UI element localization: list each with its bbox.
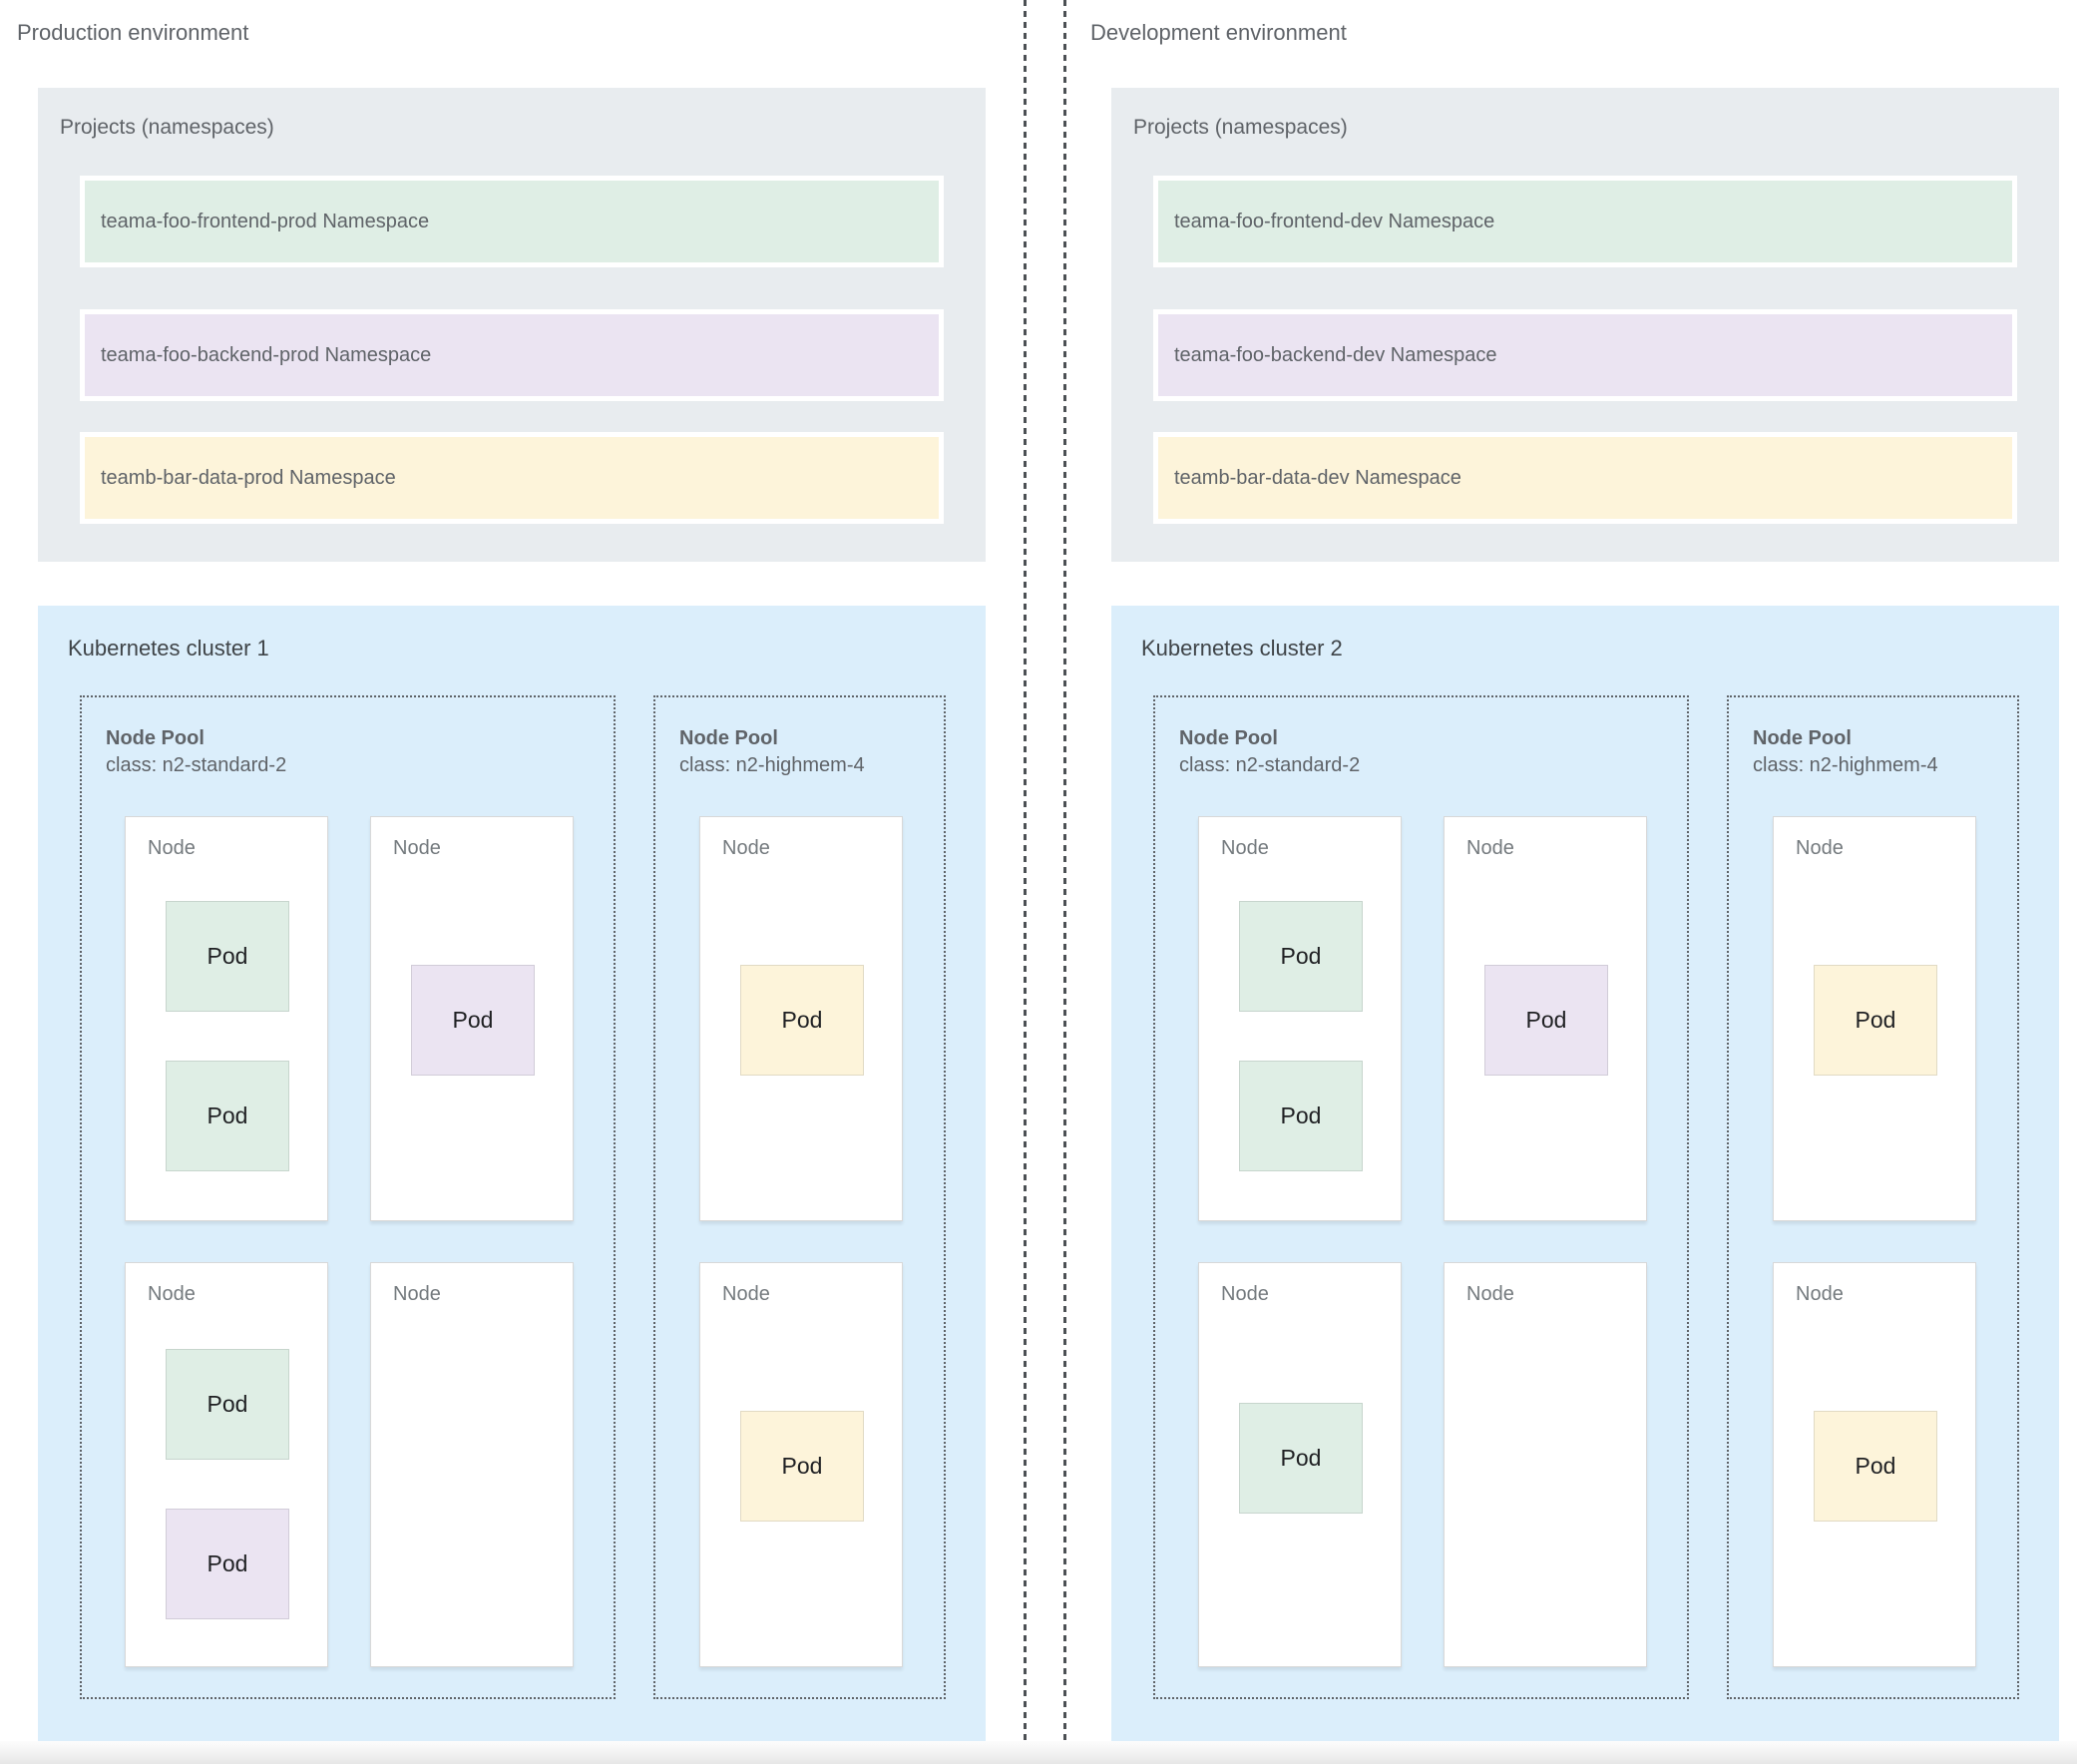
namespace-label: teama-foo-frontend-dev Namespace xyxy=(1174,210,1495,232)
pod-box: Pod xyxy=(1239,1403,1363,1514)
namespace-label: teamb-bar-data-prod Namespace xyxy=(101,466,396,489)
divider-dotted-line-right xyxy=(1063,0,1066,1764)
node-label: Node xyxy=(393,1283,441,1305)
node-box: Node Pod xyxy=(1198,1262,1402,1667)
environment-title: Production environment xyxy=(17,20,249,45)
pod-box: Pod xyxy=(1814,965,1937,1076)
node-pool-label: Node Pool class: n2-standard-2 xyxy=(106,725,286,779)
pod-box: Pod xyxy=(166,1509,289,1619)
pod-box: Pod xyxy=(1814,1411,1937,1522)
namespace-box: teama-foo-frontend-dev Namespace xyxy=(1153,176,2017,267)
node-box: Node xyxy=(370,1262,574,1667)
node-label: Node xyxy=(1221,837,1269,859)
node-box: Node Pod xyxy=(370,816,574,1221)
pod-box: Pod xyxy=(1239,901,1363,1012)
node-pool: Node Pool class: n2-highmem-4 Node Pod Node P… xyxy=(653,695,946,1699)
namespace-box: teamb-bar-data-dev Namespace xyxy=(1153,432,2017,524)
node-pool-name: Node Pool xyxy=(1753,727,1852,749)
environment-title: Development environment xyxy=(1090,20,1347,45)
namespace-label: teama-foo-backend-dev Namespace xyxy=(1174,343,1497,366)
projects-panel: Projects (namespaces) teama-foo-frontend-… xyxy=(38,88,986,562)
cluster-panel: Kubernetes cluster 2 Node Pool class: n2-s… xyxy=(1111,606,2059,1741)
pod-box: Pod xyxy=(166,1349,289,1460)
node-pool-class: class: n2-highmem-4 xyxy=(1753,754,1938,776)
projects-panel-label: Projects (namespaces) xyxy=(1133,116,1348,139)
cluster-panel: Kubernetes cluster 1 Node Pool class: n2-s… xyxy=(38,606,986,1741)
node-box: Node xyxy=(1444,1262,1647,1667)
node-box: Node Pod xyxy=(1444,816,1647,1221)
pod-box: Pod xyxy=(1239,1061,1363,1171)
node-box: Node Pod xyxy=(699,1262,903,1667)
namespace-label: teamb-bar-data-dev Namespace xyxy=(1174,466,1461,489)
namespace-box: teama-foo-backend-prod Namespace xyxy=(80,309,944,401)
namespace-box: teamb-bar-data-prod Namespace xyxy=(80,432,944,524)
node-label: Node xyxy=(722,1283,770,1305)
environment-production: Production environment Projects (namespac… xyxy=(0,0,1004,1764)
pod-box: Pod xyxy=(1484,965,1608,1076)
node-box: Node Pod xyxy=(699,816,903,1221)
node-box: Node Pod xyxy=(1773,1262,1976,1667)
node-box: Node Pod Pod xyxy=(125,816,328,1221)
projects-panel-label: Projects (namespaces) xyxy=(60,116,274,139)
node-box: Node Pod xyxy=(1773,816,1976,1221)
node-pool-label: Node Pool class: n2-highmem-4 xyxy=(679,725,865,779)
node-pool: Node Pool class: n2-standard-2 Node Pod Pod N… xyxy=(1153,695,1689,1699)
divider-dotted-line-left xyxy=(1024,0,1027,1764)
namespace-box: teama-foo-backend-dev Namespace xyxy=(1153,309,2017,401)
node-pool: Node Pool class: n2-standard-2 Node Pod Pod N… xyxy=(80,695,616,1699)
node-label: Node xyxy=(722,837,770,859)
node-pool-name: Node Pool xyxy=(106,727,205,749)
node-pool-class: class: n2-standard-2 xyxy=(1179,754,1361,776)
node-label: Node xyxy=(1221,1283,1269,1305)
namespace-label: teama-foo-backend-prod Namespace xyxy=(101,343,432,366)
node-label: Node xyxy=(1466,1283,1514,1305)
pod-box: Pod xyxy=(411,965,535,1076)
node-pool-label: Node Pool class: n2-highmem-4 xyxy=(1753,725,1938,779)
node-label: Node xyxy=(1796,1283,1844,1305)
pod-box: Pod xyxy=(740,1411,864,1522)
cluster-title: Kubernetes cluster 2 xyxy=(1141,636,1343,661)
pod-box: Pod xyxy=(166,1061,289,1171)
node-label: Node xyxy=(393,837,441,859)
environment-development: Development environment Projects (namespa… xyxy=(1073,0,2077,1764)
pod-box: Pod xyxy=(740,965,864,1076)
node-label: Node xyxy=(1796,837,1844,859)
node-label: Node xyxy=(148,837,196,859)
node-box: Node Pod Pod xyxy=(125,1262,328,1667)
node-label: Node xyxy=(1466,837,1514,859)
bottom-edge-strip xyxy=(0,1741,2077,1764)
node-pool-class: class: n2-highmem-4 xyxy=(679,754,865,776)
namespace-box: teama-foo-frontend-prod Namespace xyxy=(80,176,944,267)
node-pool-name: Node Pool xyxy=(679,727,778,749)
pod-box: Pod xyxy=(166,901,289,1012)
node-pool: Node Pool class: n2-highmem-4 Node Pod Node P… xyxy=(1727,695,2019,1699)
node-pool-name: Node Pool xyxy=(1179,727,1278,749)
cluster-title: Kubernetes cluster 1 xyxy=(68,636,269,661)
namespace-label: teama-foo-frontend-prod Namespace xyxy=(101,210,430,232)
projects-panel: Projects (namespaces) teama-foo-frontend-… xyxy=(1111,88,2059,562)
node-label: Node xyxy=(148,1283,196,1305)
node-box: Node Pod Pod xyxy=(1198,816,1402,1221)
node-pool-label: Node Pool class: n2-standard-2 xyxy=(1179,725,1360,779)
node-pool-class: class: n2-standard-2 xyxy=(106,754,287,776)
